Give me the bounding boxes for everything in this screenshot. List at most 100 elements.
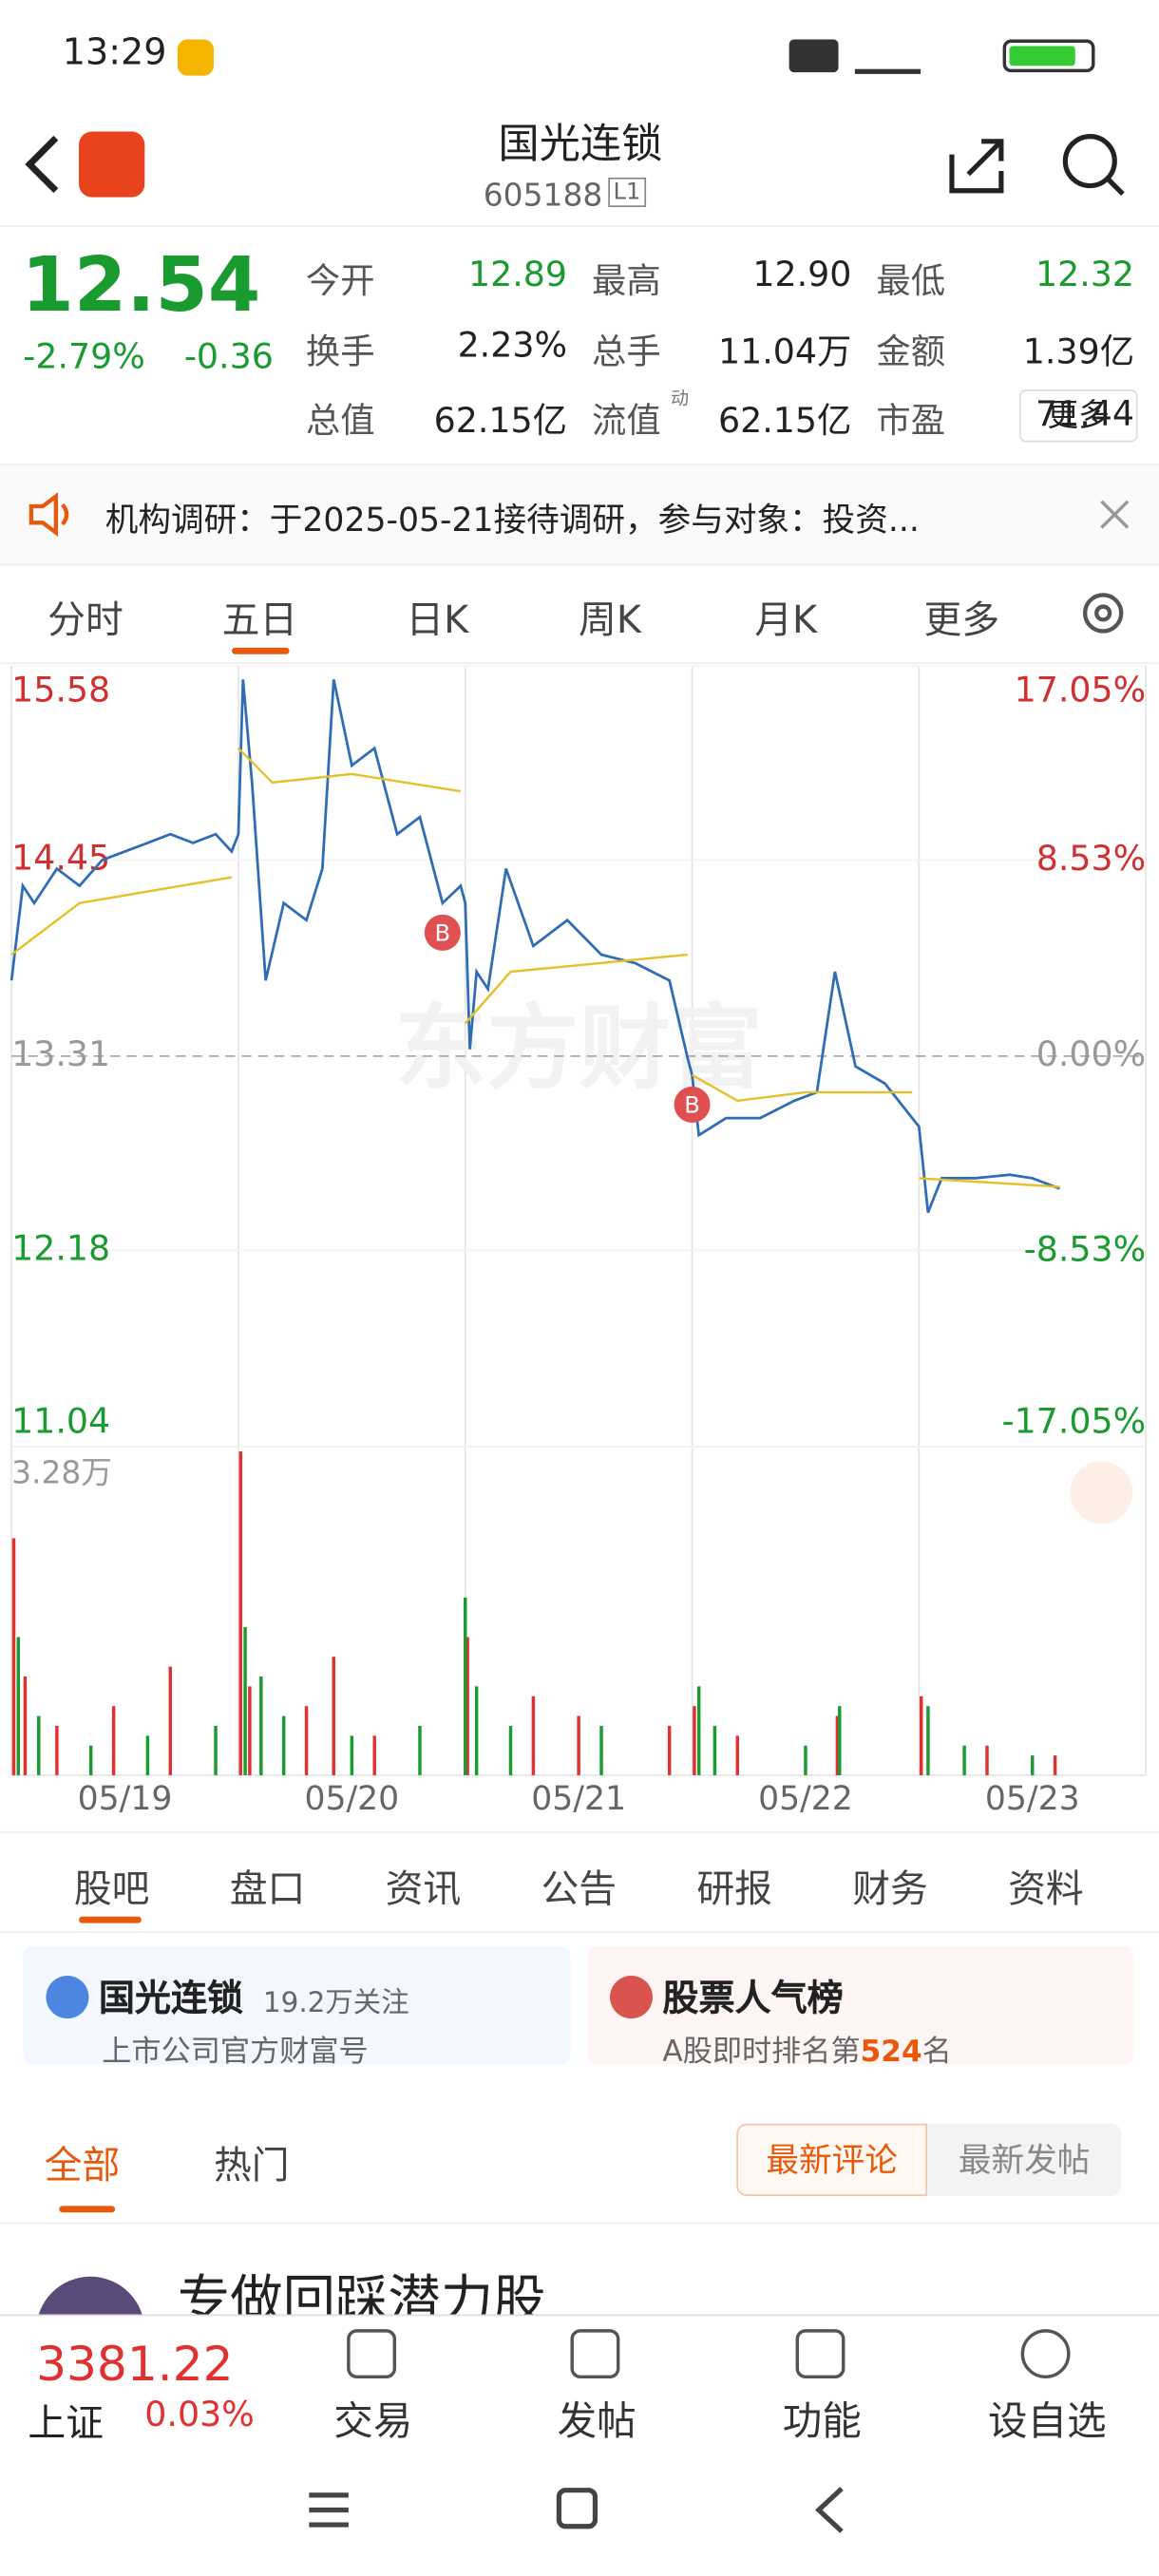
volume-bar xyxy=(23,1676,28,1775)
volume-bar xyxy=(838,1706,842,1775)
nav-bar xyxy=(0,2442,1159,2576)
action-icon xyxy=(1020,2329,1071,2379)
bottom-bar: 3381.22 上证 0.03% 交易 发帖 功能 设自选 xyxy=(0,2314,1159,2446)
sort-button[interactable]: 最新发帖 xyxy=(927,2123,1122,2196)
chart-tab[interactable]: 分时 xyxy=(48,599,124,643)
chart-tab[interactable]: 月K xyxy=(754,599,818,643)
card-sub: A股即时排名第 xyxy=(662,2035,861,2070)
filter-tab[interactable]: 全部 xyxy=(44,2145,121,2188)
volume-bar xyxy=(111,1706,116,1775)
more-button[interactable]: 更多 xyxy=(1018,389,1138,443)
card-meta: 19.2万关注 xyxy=(262,1987,409,2020)
action-icon xyxy=(570,2329,620,2379)
section-tab[interactable]: 财务 xyxy=(852,1868,928,1912)
section-tab[interactable]: 资讯 xyxy=(385,1868,462,1912)
action-icon xyxy=(347,2329,397,2379)
stat-value: 71.44 xyxy=(1035,394,1135,434)
stat-value: 12.90 xyxy=(752,255,852,294)
buy-marker xyxy=(674,1086,711,1123)
rank-card[interactable]: 股票人气榜 A股即时排名第524名 xyxy=(586,1945,1135,2070)
volume-max-label: 3.28万 xyxy=(11,1454,112,1491)
notice-bar[interactable]: 机构调研：于2025-05-21接待调研，参与对象：投资... xyxy=(0,464,1159,566)
volume-bar xyxy=(920,1695,923,1775)
company-card[interactable]: 国光连锁 19.2万关注 上市公司官方财富号 xyxy=(23,1945,571,2070)
logo xyxy=(79,131,145,198)
action-label[interactable]: 交易 xyxy=(333,2397,413,2445)
volume-bar xyxy=(835,1715,840,1775)
stock-title: 国光连锁 xyxy=(498,120,663,168)
stat-label: 流值 xyxy=(591,401,661,441)
volume-bar xyxy=(667,1725,672,1775)
action-label[interactable]: 设自选 xyxy=(988,2397,1107,2445)
active-indicator xyxy=(59,2206,116,2213)
volume-bar xyxy=(926,1706,930,1775)
volume-bar xyxy=(599,1725,603,1775)
volume-bar xyxy=(962,1745,966,1775)
volume-bar xyxy=(243,1627,247,1775)
card-title: 股票人气榜 xyxy=(662,1979,844,2020)
back-button[interactable] xyxy=(20,131,69,197)
chart-tab[interactable]: 五日 xyxy=(221,599,298,643)
index-name: 上证 xyxy=(28,2402,104,2446)
expand-button[interactable] xyxy=(1070,1461,1133,1525)
volume-bar xyxy=(37,1715,41,1775)
change-pct: -2.79% xyxy=(23,336,145,377)
card-title: 国光连锁 xyxy=(98,1979,244,2020)
y-tick-label: 12.18 xyxy=(11,1227,110,1268)
status-icons xyxy=(691,39,1110,74)
divider xyxy=(0,225,1159,227)
volume-bar xyxy=(985,1745,989,1775)
action-label[interactable]: 功能 xyxy=(782,2397,862,2445)
price-line xyxy=(10,679,1060,1214)
settings-icon[interactable] xyxy=(1076,587,1129,639)
volume-bar xyxy=(332,1657,335,1775)
y2-tick-label: 8.53% xyxy=(1036,838,1146,879)
divider xyxy=(0,662,1159,665)
index-value[interactable]: 3381.22 xyxy=(36,2336,234,2392)
filter-tab[interactable]: 热门 xyxy=(213,2145,290,2188)
stat-value: 12.89 xyxy=(467,255,568,294)
volume-bar xyxy=(145,1735,150,1775)
section-tab[interactable]: 股吧 xyxy=(73,1868,150,1912)
stat-label: 总值 xyxy=(305,401,375,441)
buy-marker xyxy=(424,914,461,951)
x-tick-label: 05/19 xyxy=(78,1780,173,1818)
rank: 524 xyxy=(860,2035,922,2070)
y-tick-label: 13.31 xyxy=(11,1033,110,1074)
status-time: 13:29 xyxy=(62,32,167,74)
volume-bar xyxy=(248,1686,252,1775)
action-label[interactable]: 发帖 xyxy=(557,2397,636,2445)
section-tab[interactable]: 资料 xyxy=(1008,1868,1084,1912)
volume-bar xyxy=(712,1725,717,1775)
chart-tab[interactable]: 更多 xyxy=(923,599,1000,643)
header-icons xyxy=(949,134,1125,197)
sort-button[interactable]: 最新评论 xyxy=(736,2123,928,2196)
section-tab[interactable]: 公告 xyxy=(541,1868,618,1912)
section-tab[interactable]: 研报 xyxy=(696,1868,772,1912)
plot-frame xyxy=(10,665,1148,1776)
chart-tab[interactable]: 日K xyxy=(406,599,469,643)
avg-line xyxy=(10,747,1060,1188)
volume-bar xyxy=(16,1637,21,1775)
volume-bar xyxy=(418,1725,422,1775)
stat-label: 最高 xyxy=(591,261,661,301)
volume-bar xyxy=(804,1745,808,1775)
index-pct: 0.03% xyxy=(144,2395,255,2434)
level-badge: L1 xyxy=(608,177,646,208)
pe-sup: 动 xyxy=(671,388,690,409)
chart-tab[interactable]: 周K xyxy=(579,599,641,643)
buy-marker-label: B xyxy=(435,920,451,947)
volume-bar xyxy=(259,1676,263,1775)
y2-tick-label: 0.00% xyxy=(1036,1033,1146,1074)
stat-label: 市盈 xyxy=(876,401,946,441)
chart: 东方财富15.5814.4513.3112.1811.0417.05%8.53%… xyxy=(10,665,1148,1818)
buy-marker-label: B xyxy=(684,1092,700,1119)
volume-bar xyxy=(1031,1755,1035,1775)
volume-bar xyxy=(464,1597,467,1775)
section-tab[interactable]: 盘口 xyxy=(229,1868,306,1912)
volume-bar xyxy=(466,1637,469,1775)
action-icon xyxy=(795,2329,846,2379)
volume-bar xyxy=(304,1706,309,1775)
volume-bar xyxy=(474,1686,479,1775)
